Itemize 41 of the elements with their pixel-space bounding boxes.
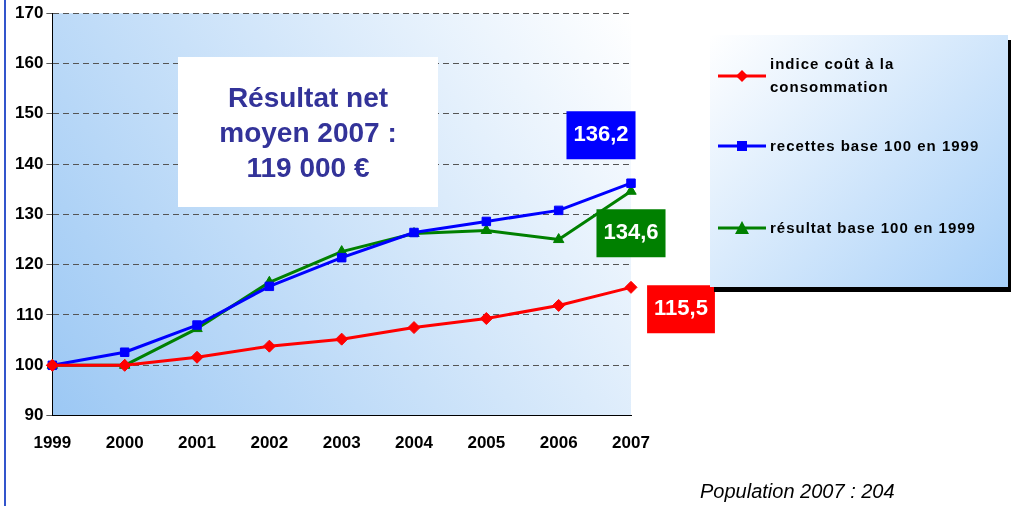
point [335,332,349,346]
text-box: Résultat net moyen 2007 : 119 000 € [178,57,438,207]
point [624,280,638,294]
data-label: 134,6 [603,219,659,245]
y-tick-label: 90 [24,405,44,425]
y-tick-label: 130 [14,204,44,224]
point [190,350,204,364]
point [119,347,130,357]
point [553,205,564,216]
data-label: 136,2 [573,121,629,147]
point [336,252,347,263]
point [481,216,492,227]
y-tick-label: 110 [15,304,44,324]
x-tick-label: 2000 [105,433,144,453]
point [552,298,566,312]
data-label: 115,5 [654,295,708,321]
point [626,178,636,188]
x-tick-label: 2004 [395,433,434,453]
point [552,233,565,244]
y-tick-label: 160 [14,53,44,73]
x-tick-label: 1999 [33,433,72,453]
point [479,312,493,326]
text: Population 2007 : 204 [700,480,895,503]
x-tick-label: 2003 [322,433,361,453]
legend-label: indice coût à la consommation [770,54,896,97]
point [480,224,493,234]
point [262,339,276,353]
x-tick-label: 2006 [539,433,578,453]
y-tick-label: 150 [14,103,44,123]
y-tick-label: 170 [14,2,44,22]
y-tick-label: 120 [14,254,44,274]
legend-label: résultat base 100 en 1999 [770,218,977,238]
y-tick-label: 100 [14,354,44,374]
point [407,321,421,335]
x-tick-label: 2007 [612,433,650,453]
y-tick-label: 140 [14,153,44,173]
x-tick-label: 2005 [467,433,506,453]
x-tick-label: 2001 [178,433,216,453]
point [264,281,275,292]
legend-label: recettes base 100 en 1999 [770,136,981,156]
x-tick-label: 2002 [250,433,289,453]
